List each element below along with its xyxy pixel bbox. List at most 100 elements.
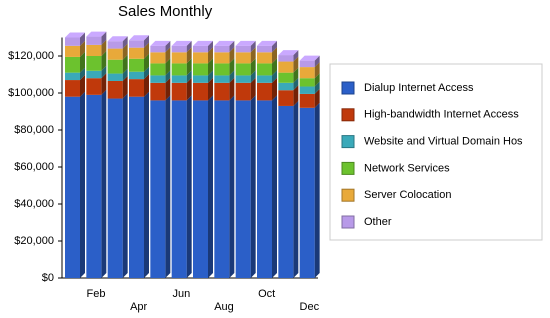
- bar-side: [314, 88, 320, 108]
- bar-side: [122, 43, 128, 60]
- bar-side: [165, 58, 171, 76]
- bar: [65, 37, 80, 46]
- legend-swatch: [341, 188, 355, 202]
- legend-swatch: [341, 161, 355, 175]
- bar-side: [314, 81, 320, 94]
- bar: [107, 59, 123, 74]
- bar: [129, 40, 144, 48]
- bar-side: [101, 73, 107, 95]
- bar-side: [144, 53, 149, 72]
- bar-side: [165, 77, 171, 101]
- bar-side: [229, 70, 235, 83]
- bar-side: [314, 62, 320, 79]
- y-tick-label: $120,000: [8, 50, 54, 62]
- bar: [278, 55, 294, 62]
- bar: [299, 93, 315, 108]
- bar: [171, 45, 187, 53]
- bar: [193, 45, 208, 53]
- bar-side: [250, 77, 256, 101]
- bar: [107, 73, 123, 81]
- bar-side: [293, 50, 299, 62]
- bar-side: [272, 95, 277, 279]
- bar: [214, 45, 230, 53]
- bar: [150, 82, 166, 101]
- bar: [171, 82, 187, 101]
- bar: [278, 82, 294, 91]
- legend-label: Network Services: [364, 162, 450, 174]
- bar-side: [272, 58, 277, 76]
- bar: [278, 90, 294, 106]
- bar: [65, 72, 80, 81]
- bar-side: [272, 77, 277, 101]
- bar-side: [101, 39, 107, 56]
- bar: [193, 75, 208, 83]
- x-tick-label: Oct: [258, 288, 275, 300]
- bar-top: [150, 40, 171, 46]
- bar-side: [80, 67, 85, 81]
- bar-side: [314, 73, 320, 87]
- bar-side: [208, 47, 213, 64]
- bar: [278, 72, 294, 83]
- bar-side: [186, 40, 192, 53]
- bar-side: [186, 47, 192, 64]
- legend-swatch: [341, 215, 355, 229]
- bar-side: [122, 36, 128, 49]
- bar: [86, 44, 102, 56]
- bar-side: [229, 58, 235, 76]
- bar-side: [186, 77, 192, 101]
- bar: [257, 52, 272, 64]
- bar-side: [186, 58, 192, 76]
- y-tick-label: $100,000: [8, 87, 54, 99]
- bar-side: [186, 70, 192, 83]
- legend: Dialup Internet Access High-bandwidth Int…: [341, 81, 523, 229]
- bar: [214, 63, 230, 76]
- bar-side: [144, 91, 149, 278]
- bar: [235, 52, 251, 64]
- bar-side: [165, 40, 171, 53]
- y-tick-label: $60,000: [14, 161, 54, 173]
- bar-side: [144, 74, 149, 97]
- bar-top: [86, 31, 107, 37]
- bar: [129, 58, 144, 72]
- bar-side: [272, 70, 277, 83]
- bar: [193, 100, 208, 279]
- bar-side: [229, 95, 235, 279]
- bar: [65, 45, 80, 57]
- bar: [299, 107, 315, 278]
- bar: [107, 80, 123, 99]
- bar-side: [80, 51, 85, 73]
- bar-side: [165, 95, 171, 279]
- bar: [86, 70, 102, 79]
- bar-side: [314, 102, 320, 278]
- bar: [86, 94, 102, 278]
- bar-side: [122, 68, 128, 81]
- bar-side: [144, 66, 149, 80]
- bar-side: [208, 70, 213, 83]
- bar: [299, 60, 315, 68]
- bar-side: [314, 55, 320, 68]
- y-tick-label: $0: [42, 272, 54, 284]
- bar: [129, 96, 144, 278]
- bar-side: [229, 40, 235, 53]
- bar-side: [208, 95, 213, 279]
- bar-side: [122, 93, 128, 278]
- bar: [150, 63, 166, 76]
- bar-side: [80, 32, 85, 46]
- y-tick-label: $40,000: [14, 198, 54, 210]
- bar-side: [250, 47, 256, 64]
- x-tick-label: Dec: [300, 301, 320, 313]
- x-tick-label: Feb: [87, 288, 106, 300]
- bar-top: [107, 36, 128, 42]
- bar: [171, 75, 187, 83]
- bar: [150, 75, 166, 83]
- bar: [129, 71, 144, 80]
- bar-side: [144, 42, 149, 59]
- bar-top: [65, 32, 85, 38]
- bar: [214, 75, 230, 83]
- legend-swatch: [341, 108, 355, 122]
- bar-side: [186, 95, 192, 279]
- bar-top: [257, 40, 277, 46]
- bar-top: [129, 35, 149, 41]
- bar-side: [101, 89, 107, 278]
